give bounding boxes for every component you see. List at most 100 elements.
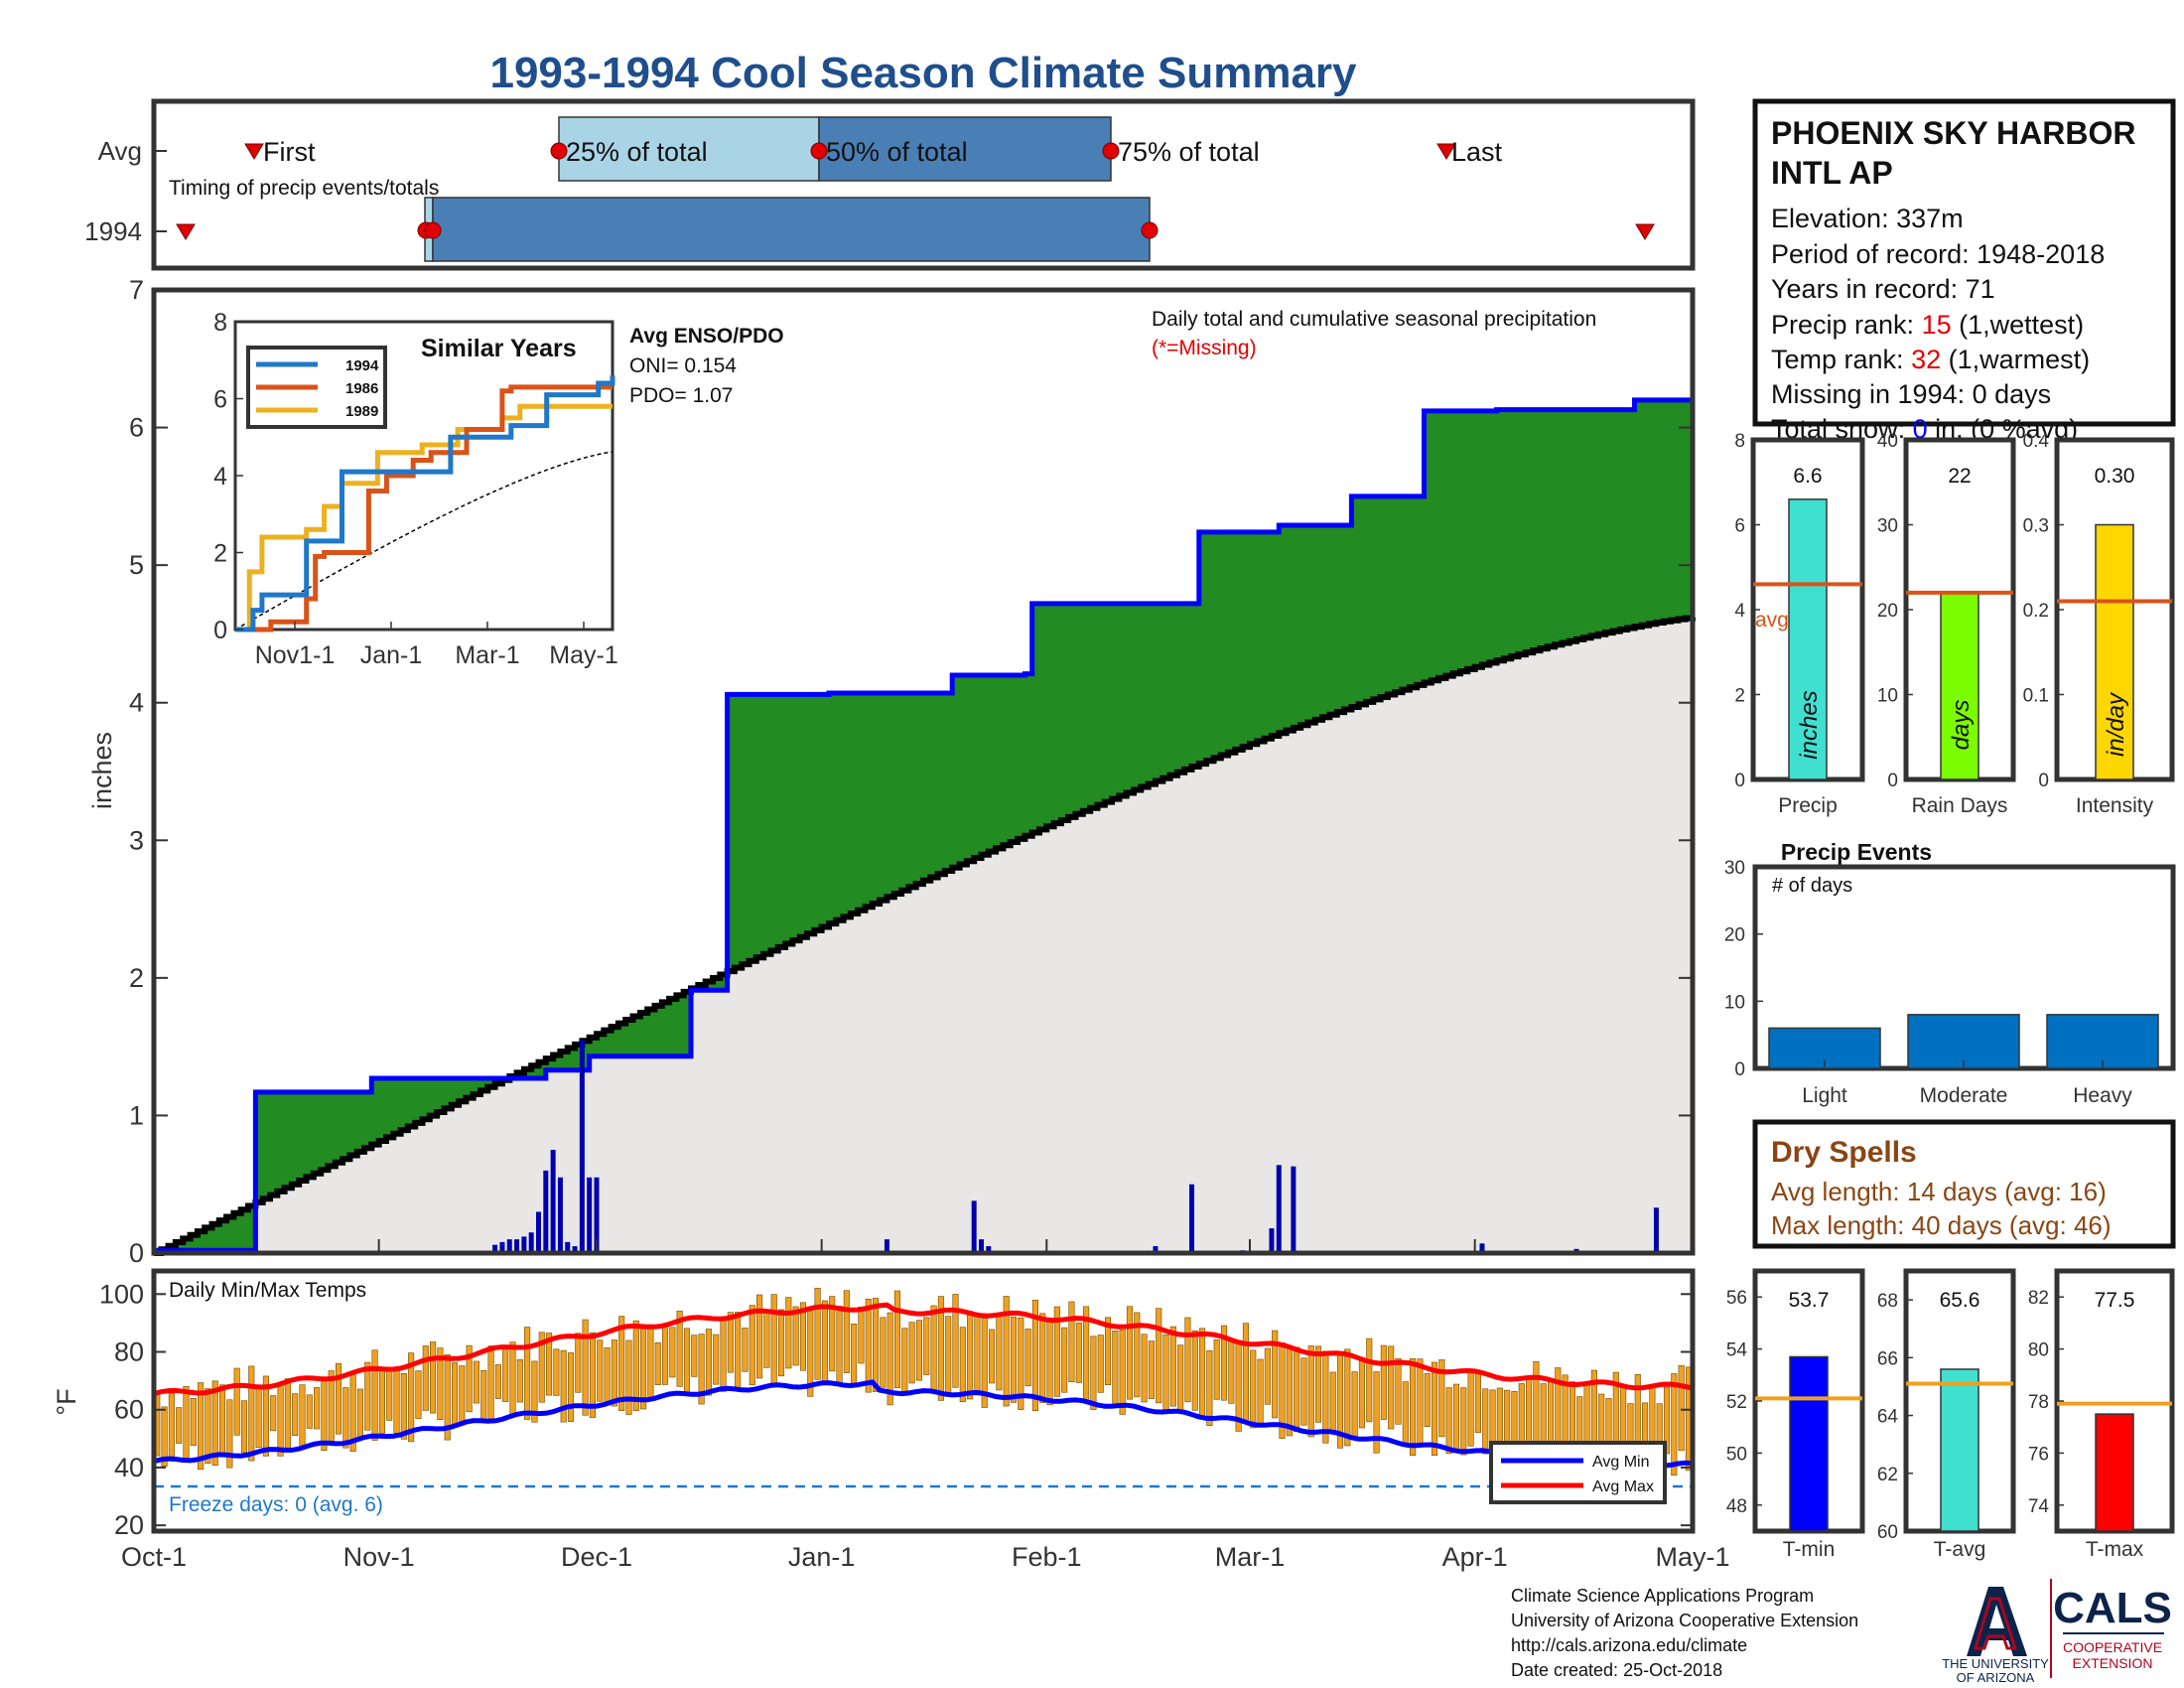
daily-temp-bar — [509, 1341, 516, 1415]
daily-temp-bar — [880, 1317, 887, 1388]
daily-precip-bar — [587, 1177, 593, 1253]
daily-temp-bar — [1482, 1388, 1489, 1455]
daily-temp-bar — [328, 1370, 335, 1445]
daily-temp-bar — [1395, 1357, 1402, 1425]
summary-ytick: 0.4 — [2023, 431, 2050, 452]
daily-temp-bar — [546, 1333, 553, 1396]
precip-ytick-label: 3 — [129, 825, 144, 855]
inset-ytick-label: 6 — [213, 386, 227, 414]
x-axis: Oct-1 Nov-1 Dec-1 Jan-1 Feb-1 Mar-1 Apr-1 May-1 — [121, 1239, 1730, 1572]
daily-temp-bar — [1097, 1335, 1104, 1393]
summary-bar — [1940, 592, 1979, 780]
daily-precip-bar — [528, 1232, 534, 1253]
events-category: Light — [1802, 1084, 1847, 1107]
daily-precip-bar — [978, 1239, 984, 1253]
events-title: Precip Events — [1781, 839, 1932, 865]
inset-x-axis: Nov1-1 Jan-1 Mar-1 May-1 — [255, 622, 618, 669]
daily-temp-bar — [1141, 1334, 1148, 1403]
events-category: Moderate — [1920, 1084, 2008, 1107]
daily-temp-bar — [1294, 1346, 1300, 1432]
daily-temp-bar — [1329, 1371, 1336, 1431]
daily-temp-bar — [1018, 1317, 1024, 1410]
dry-spells-max: Max length: 40 days (avg: 46) — [1771, 1210, 2112, 1240]
temp-ylabel: °F — [52, 1388, 81, 1415]
daily-temp-bar — [1257, 1358, 1264, 1426]
precip-ytick-label: 6 — [129, 413, 144, 443]
daily-temp-bar — [1533, 1360, 1540, 1449]
page-title: 1993-1994 Cool Season Climate Summary — [489, 49, 1357, 97]
daily-temp-bar — [342, 1387, 349, 1449]
daily-temp-bar — [451, 1362, 459, 1428]
daily-temp-bar — [335, 1362, 342, 1435]
daily-temp-bar — [371, 1349, 378, 1441]
summary-bar-panels: 6.6 inches Precip 0 2 4 6 8 22 days Rain Days 0 10 20… — [1734, 431, 2175, 817]
daily-temp-bar — [161, 1406, 168, 1468]
daily-temp-bar — [1438, 1359, 1445, 1438]
avg-last-label: Last — [1451, 137, 1503, 167]
cumulative-1994-line — [154, 341, 1696, 1253]
daily-temp-bar — [1286, 1346, 1293, 1437]
daily-temp-bar — [735, 1312, 742, 1389]
temp-summary-ytick: 64 — [1877, 1407, 1899, 1428]
daily-temp-bar — [611, 1339, 617, 1407]
daily-temp-bar — [553, 1348, 560, 1396]
daily-temp-bar — [1075, 1322, 1082, 1383]
avg-last-marker — [1436, 143, 1456, 160]
daily-temp-bar — [604, 1347, 611, 1406]
events-ytick: 30 — [1724, 858, 1745, 879]
missing-note: (*=Missing) — [1152, 337, 1257, 359]
daily-precip-bar — [594, 1177, 600, 1253]
temp-panel: Daily Min/Max Temps Freeze days: 0 (avg.… — [52, 1268, 1696, 1540]
1994-75-marker — [1141, 221, 1159, 239]
summary-ytick: 0.1 — [2023, 686, 2049, 707]
daily-temp-bar — [873, 1298, 880, 1392]
daily-precip-bar — [1479, 1243, 1485, 1253]
temp-ytick-label: 60 — [114, 1395, 144, 1425]
daily-temp-bar — [742, 1328, 749, 1372]
daily-temp-bar — [1213, 1339, 1220, 1400]
events-ytick: 10 — [1724, 992, 1745, 1013]
x-tick-label: Mar-1 — [1215, 1542, 1286, 1572]
daily-precip-bar — [506, 1239, 512, 1253]
summary-unit: in/day — [2103, 691, 2129, 757]
daily-temp-bar — [713, 1334, 720, 1385]
daily-temp-bar — [415, 1370, 422, 1419]
temp-summary-ytick: 62 — [1877, 1465, 1898, 1485]
daily-temp-bar — [205, 1388, 211, 1465]
summary-ytick: 0 — [1734, 771, 1745, 791]
x-tick-label: Oct-1 — [121, 1542, 187, 1572]
daily-temp-bar — [618, 1316, 625, 1412]
similar-years-inset: 1994 1986 1989 Similar Years 0 2 4 6 8 Nov1-… — [213, 309, 784, 669]
temp-summary-ytick: 66 — [1877, 1348, 1898, 1369]
inset-xtick-label: Nov1-1 — [255, 641, 336, 669]
summary-ytick: 0.3 — [2023, 516, 2049, 537]
daily-temp-bar — [567, 1352, 575, 1422]
dry-spells-avg: Avg length: 14 days (avg: 16) — [1771, 1177, 2107, 1206]
daily-temp-bar — [277, 1383, 284, 1457]
temp-summary-ytick: 74 — [2028, 1496, 2050, 1517]
daily-temp-bar — [1053, 1306, 1060, 1397]
daily-temp-bar — [1373, 1371, 1380, 1454]
daily-temp-bar — [1162, 1334, 1169, 1414]
summary-ytick: 8 — [1734, 431, 1745, 452]
daily-temp-bar — [1460, 1387, 1467, 1456]
dry-spells-box: Dry Spells Avg length: 14 days (avg: 16)… — [1752, 1119, 2176, 1249]
daily-temp-bar — [1184, 1317, 1191, 1403]
daily-temp-bar — [705, 1329, 712, 1396]
daily-temp-bar — [996, 1313, 1003, 1391]
daily-temp-bar — [1024, 1329, 1031, 1387]
daily-temp-bar — [314, 1387, 321, 1430]
daily-temp-bar — [502, 1347, 509, 1402]
avg-max-line — [153, 1302, 1694, 1397]
daily-temp-bar — [386, 1368, 393, 1421]
precip-y-axis: 0 1 2 3 4 5 6 7 — [129, 275, 1693, 1268]
temp-summary-ytick: 50 — [1726, 1444, 1747, 1465]
daily-temp-bar — [1068, 1301, 1075, 1383]
inset-series — [235, 375, 615, 633]
station-name-line1: PHOENIX SKY HARBOR — [1771, 115, 2135, 151]
1994-last-marker — [1635, 223, 1655, 240]
daily-temp-bar — [582, 1319, 589, 1416]
temp-summary-label: T-avg — [1934, 1538, 1986, 1561]
daily-temp-bar — [901, 1328, 908, 1393]
